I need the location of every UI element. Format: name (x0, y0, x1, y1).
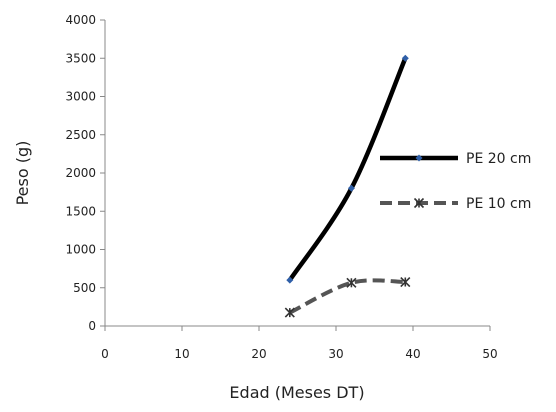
legend-marker-2 (413, 197, 425, 209)
x-tick-label: 50 (482, 347, 497, 361)
series-2-point (346, 277, 357, 288)
series-2-point (400, 276, 411, 288)
x-tick-label: 10 (174, 347, 189, 361)
y-tick-label: 500 (73, 281, 96, 295)
y-tick-label: 0 (88, 319, 96, 333)
y-tick-label: 1000 (65, 243, 96, 257)
series-line-1 (287, 57, 408, 282)
y-tick-label: 1500 (65, 204, 96, 218)
series-1-point (401, 54, 409, 62)
series-layer (284, 54, 411, 318)
x-tick-label: 30 (328, 347, 343, 361)
y-tick-label: 3500 (65, 51, 96, 65)
series-1-point (347, 184, 355, 192)
x-tick-label: 20 (251, 347, 266, 361)
legend-marker-1 (415, 154, 423, 162)
legend: PE 20 cm PE 10 cm (380, 151, 531, 212)
x-tick-label: 40 (405, 347, 420, 361)
legend-label-1: PE 20 cm (466, 151, 531, 167)
y-axis-label: Peso (g) (13, 141, 32, 206)
series-2-point (284, 307, 295, 318)
y-ticks: 0 500 1000 1500 2000 2500 3000 3500 4000 (65, 13, 105, 333)
x-axis-label: Edad (Meses DT) (229, 383, 364, 402)
y-tick-label: 4000 (65, 13, 96, 27)
y-tick-label: 2500 (65, 128, 96, 142)
x-ticks: 0 10 20 30 40 50 (101, 326, 498, 361)
y-tick-label: 3000 (65, 90, 96, 104)
legend-label-2: PE 10 cm (466, 196, 531, 212)
y-tick-label: 2000 (65, 166, 96, 180)
series-1-point (286, 276, 294, 284)
series-line-2 (288, 278, 406, 315)
x-tick-label: 0 (101, 347, 109, 361)
